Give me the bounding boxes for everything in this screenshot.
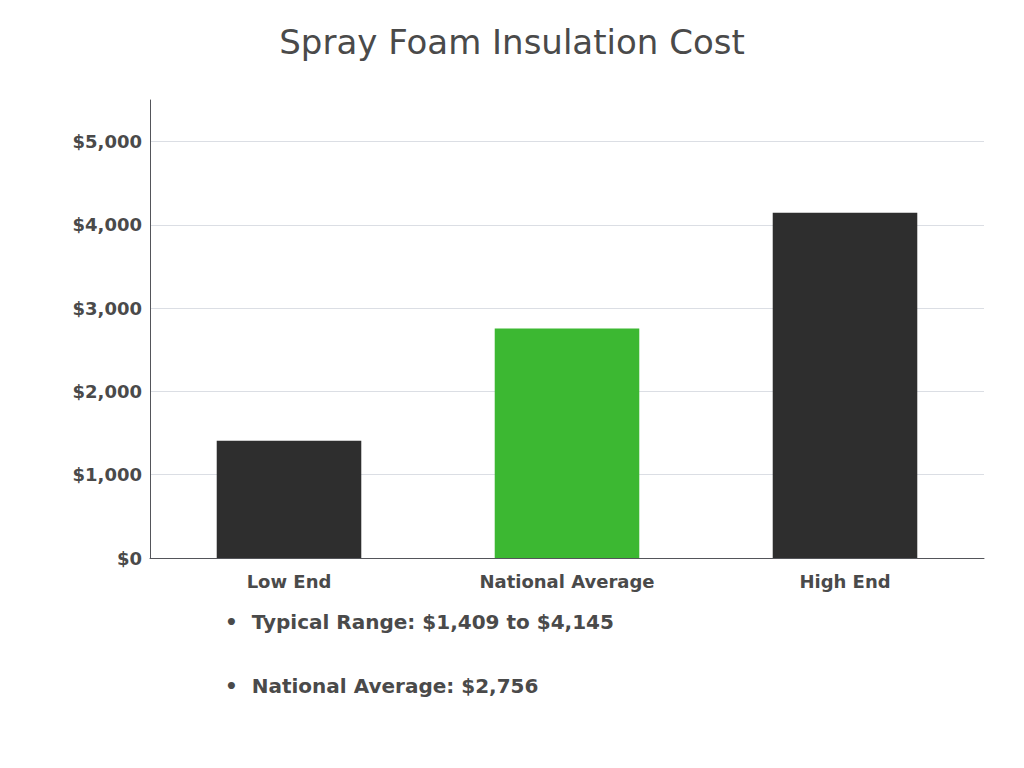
svg-text:Spray Foam Insulation Cost: Spray Foam Insulation Cost xyxy=(279,22,744,62)
svg-text:• Typical Range: $1,409 to $4: • Typical Range: $1,409 to $4,145 xyxy=(225,610,614,634)
svg-text:$5,000: $5,000 xyxy=(73,131,142,152)
svg-text:$4,000: $4,000 xyxy=(73,214,142,235)
svg-text:High End: High End xyxy=(799,571,890,592)
svg-text:• National Average: $2,756: • National Average: $2,756 xyxy=(225,674,538,698)
svg-text:$3,000: $3,000 xyxy=(73,298,142,319)
svg-text:Low End: Low End xyxy=(247,571,332,592)
svg-text:$2,000: $2,000 xyxy=(73,381,142,402)
svg-text:$0: $0 xyxy=(117,548,142,569)
svg-text:$1,000: $1,000 xyxy=(73,464,142,485)
svg-text:National Average: National Average xyxy=(479,571,654,592)
